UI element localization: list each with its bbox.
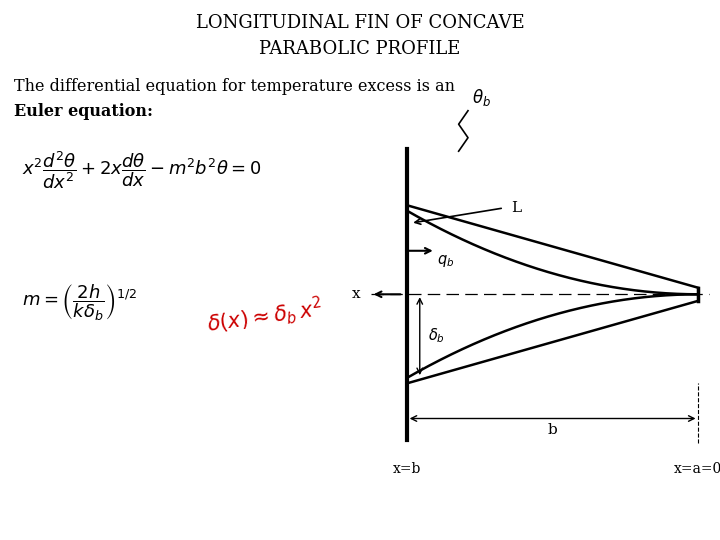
Text: PARABOLIC PROFILE: PARABOLIC PROFILE [259,40,461,58]
Text: x: x [351,287,360,301]
Text: x=b: x=b [392,462,421,476]
Text: $\theta_b$: $\theta_b$ [472,87,490,108]
Text: $q_b$: $q_b$ [437,253,454,269]
Text: Euler equation:: Euler equation: [14,103,153,119]
Text: $\mathit{\delta(x) \approx \delta_b \, x^2}$: $\mathit{\delta(x) \approx \delta_b \, x… [205,294,325,338]
Text: x=a=0: x=a=0 [674,462,720,476]
Text: LONGITUDINAL FIN OF CONCAVE: LONGITUDINAL FIN OF CONCAVE [196,14,524,31]
Text: $m = \left(\dfrac{2h}{k\delta_b}\right)^{1/2}$: $m = \left(\dfrac{2h}{k\delta_b}\right)^… [22,282,137,323]
Text: L: L [511,201,521,215]
Text: $\delta_b$: $\delta_b$ [428,327,446,346]
Text: $x^{2} \dfrac{d^{2}\theta}{dx^{2}} + 2x\dfrac{d\theta}{dx} - m^{2}b^{2}\theta = : $x^{2} \dfrac{d^{2}\theta}{dx^{2}} + 2x\… [22,149,261,191]
Text: b: b [548,423,557,437]
Text: The differential equation for temperature excess is an: The differential equation for temperatur… [14,78,455,95]
